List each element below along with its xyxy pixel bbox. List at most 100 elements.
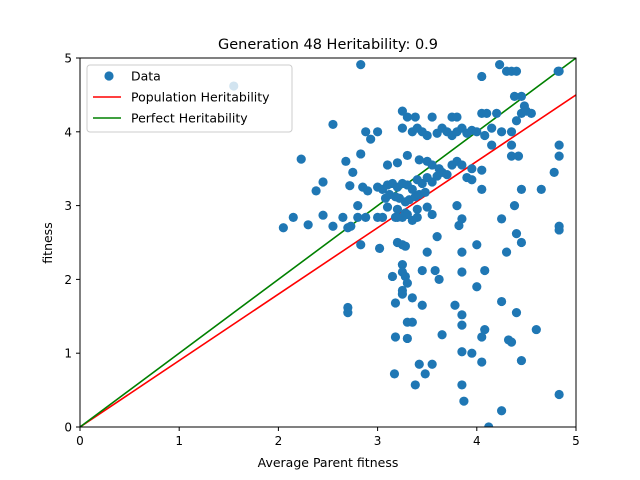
data-point-47 (554, 140, 564, 150)
data-point-166 (457, 320, 467, 330)
y-tick-label-2: 2 (64, 273, 72, 287)
data-point-140 (454, 220, 464, 231)
data-points (229, 60, 564, 427)
data-point-150 (402, 278, 412, 288)
data-point-25 (397, 123, 407, 133)
data-point-70 (318, 177, 328, 187)
data-point-186 (389, 369, 400, 379)
data-point-92 (477, 184, 487, 194)
data-point-180 (467, 348, 477, 358)
data-point-110 (452, 201, 462, 211)
data-point-173 (407, 317, 417, 327)
data-point-157 (457, 267, 467, 277)
data-point-185 (420, 369, 430, 379)
axes (79, 57, 577, 428)
data-point-155 (417, 300, 427, 310)
legend-label-1: Population Heritability (131, 90, 270, 105)
data-point-40 (487, 123, 497, 133)
data-point-158 (472, 282, 482, 292)
y-tick-label-5: 5 (64, 52, 72, 66)
data-point-189 (459, 396, 469, 406)
y-tick-label-4: 4 (64, 125, 72, 139)
data-point-132 (497, 214, 507, 224)
data-point-156 (434, 274, 444, 284)
data-point-146 (387, 271, 398, 282)
data-point-114 (303, 220, 313, 230)
data-point-144 (501, 247, 512, 257)
data-point-19 (452, 112, 462, 122)
series-line-2 (80, 58, 576, 427)
data-point-175 (402, 333, 412, 344)
data-point-111 (509, 201, 520, 211)
data-point-52 (513, 151, 524, 161)
data-point-48 (554, 151, 564, 161)
x-tick-label-0: 0 (76, 434, 84, 448)
x-tick-label-1: 1 (175, 434, 183, 448)
data-point-170 (506, 337, 517, 347)
data-point-68 (467, 164, 477, 174)
data-point-53 (487, 140, 497, 150)
data-point-61 (414, 155, 424, 165)
legend-marker-0 (104, 71, 114, 81)
plot-frame (79, 57, 577, 428)
data-point-181 (477, 357, 487, 367)
data-point-24 (373, 127, 383, 137)
data-point-187 (410, 380, 420, 390)
data-point-91 (467, 175, 477, 185)
data-point-142 (511, 229, 522, 239)
data-point-20 (397, 106, 407, 116)
data-point-41 (497, 127, 507, 137)
data-point-55 (341, 156, 351, 166)
y-axis-label: fitness (40, 222, 55, 263)
data-point-130 (427, 209, 437, 220)
chart-title: Generation 48 Heritability: 0.9 (218, 37, 438, 53)
data-point-22 (361, 127, 371, 137)
data-point-145 (356, 240, 366, 250)
data-point-3 (477, 71, 487, 82)
data-point-23 (366, 134, 376, 144)
legend-box (86, 64, 293, 133)
legend-label-2: Perfect Heritability (131, 111, 248, 126)
data-point-112 (278, 223, 288, 233)
data-point-60 (402, 150, 412, 161)
data-point-160 (497, 296, 507, 307)
data-point-49 (549, 167, 559, 177)
data-point-103 (420, 187, 430, 197)
data-point-104 (353, 201, 363, 211)
data-point-117 (338, 212, 348, 223)
tick-marks: 0 1 2 3 4 5 0 1 2 3 4 5 (64, 52, 579, 449)
data-point-164 (450, 300, 460, 310)
data-point-194 (484, 422, 494, 427)
data-point-188 (457, 380, 467, 390)
data-point-174 (390, 332, 401, 342)
data-point-193 (554, 225, 564, 235)
data-point-105 (382, 202, 393, 212)
data-point-57 (348, 167, 358, 177)
data-point-143 (516, 237, 527, 248)
data-point-190 (497, 406, 507, 416)
data-point-82 (407, 184, 417, 194)
data-point-123 (377, 212, 388, 223)
data-point-6 (511, 66, 522, 76)
data-point-137 (400, 241, 410, 251)
data-point-152 (397, 289, 407, 299)
data-point-51 (506, 151, 517, 161)
data-point-63 (427, 160, 437, 170)
x-tick-label-3: 3 (374, 434, 382, 448)
data-point-21 (328, 119, 338, 130)
data-point-58 (382, 160, 393, 170)
data-point-129 (412, 212, 422, 223)
data-point-176 (437, 330, 447, 340)
data-point-93 (516, 184, 527, 194)
data-point-106 (392, 204, 403, 214)
data-point-89 (442, 170, 452, 180)
data-point-120 (353, 212, 363, 223)
y-tick-label-0: 0 (64, 421, 72, 435)
data-point-12 (492, 108, 502, 118)
y-tick-label-1: 1 (64, 347, 72, 361)
data-point-183 (414, 359, 424, 369)
data-point-38 (472, 127, 482, 137)
data-point-46 (526, 108, 536, 118)
data-point-59 (392, 158, 403, 168)
